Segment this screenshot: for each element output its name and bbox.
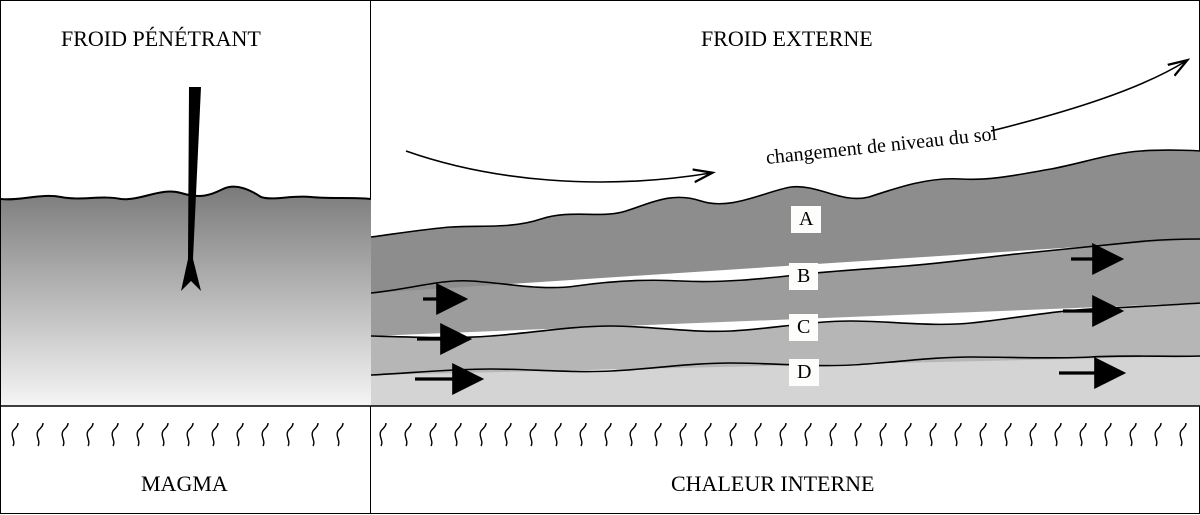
heat-wave-icon: [237, 423, 243, 446]
heat-wave-icon: [287, 423, 293, 446]
heat-wave-icon: [855, 423, 861, 446]
heat-wave-icon: [930, 423, 936, 446]
heat-wave-icon: [730, 423, 736, 446]
heat-wave-icon: [830, 423, 836, 446]
heat-wave-icon: [1155, 423, 1161, 446]
layer-label-C: C: [789, 314, 818, 341]
left-title: FROID PÉNÉTRANT: [61, 26, 261, 52]
heat-wave-icon: [1005, 423, 1011, 446]
layer-label-B: B: [789, 263, 818, 290]
left-ground: [1, 187, 371, 406]
heat-wave-icon: [580, 423, 586, 446]
layer-label-D: D: [789, 359, 819, 386]
heat-wave-icon: [655, 423, 661, 446]
heat-wave-icon: [555, 423, 561, 446]
heat-wave-icon: [1055, 423, 1061, 446]
heat-wave-icon: [1180, 423, 1186, 446]
left-panel: FROID PÉNÉTRANT MAGMA: [1, 1, 371, 513]
heat-wave-icon: [755, 423, 761, 446]
left-heat-waves: [12, 423, 343, 446]
diagram-container: FROID PÉNÉTRANT MAGMA: [0, 0, 1200, 514]
heat-wave-icon: [630, 423, 636, 446]
heat-wave-icon: [62, 423, 68, 446]
curve-arrow-left-icon: [406, 151, 711, 182]
heat-wave-icon: [605, 423, 611, 446]
heat-wave-icon: [405, 423, 411, 446]
heat-wave-icon: [212, 423, 218, 446]
heat-wave-icon: [455, 423, 461, 446]
curve-arrow-right-icon: [991, 61, 1186, 131]
right-title: FROID EXTERNE: [701, 26, 873, 52]
heat-wave-icon: [805, 423, 811, 446]
right-svg: [371, 1, 1200, 515]
heat-wave-icon: [12, 423, 18, 446]
heat-wave-icon: [87, 423, 93, 446]
heat-wave-icon: [262, 423, 268, 446]
heat-wave-icon: [1080, 423, 1086, 446]
heat-wave-icon: [380, 423, 386, 446]
heat-wave-icon: [1105, 423, 1111, 446]
heat-wave-icon: [780, 423, 786, 446]
heat-wave-icon: [980, 423, 986, 446]
heat-wave-icon: [705, 423, 711, 446]
heat-wave-icon: [137, 423, 143, 446]
heat-wave-icon: [1130, 423, 1136, 446]
heat-wave-icon: [162, 423, 168, 446]
heat-wave-icon: [430, 423, 436, 446]
right-panel: FROID EXTERNE changement de niveau du so…: [371, 1, 1199, 513]
heat-wave-icon: [505, 423, 511, 446]
left-svg: [1, 1, 371, 515]
heat-wave-icon: [680, 423, 686, 446]
heat-wave-icon: [530, 423, 536, 446]
layer-label-A: A: [791, 206, 821, 233]
heat-wave-icon: [312, 423, 318, 446]
heat-wave-icon: [187, 423, 193, 446]
strata-layers: [371, 150, 1200, 406]
heat-wave-icon: [37, 423, 43, 446]
heat-wave-icon: [337, 423, 343, 446]
left-bottom-label: MAGMA: [141, 471, 228, 497]
right-heat-waves: [380, 423, 1186, 446]
heat-wave-icon: [955, 423, 961, 446]
heat-wave-icon: [905, 423, 911, 446]
right-bottom-label: CHALEUR INTERNE: [671, 471, 874, 497]
heat-wave-icon: [880, 423, 886, 446]
heat-wave-icon: [112, 423, 118, 446]
heat-wave-icon: [1030, 423, 1036, 446]
heat-wave-icon: [480, 423, 486, 446]
